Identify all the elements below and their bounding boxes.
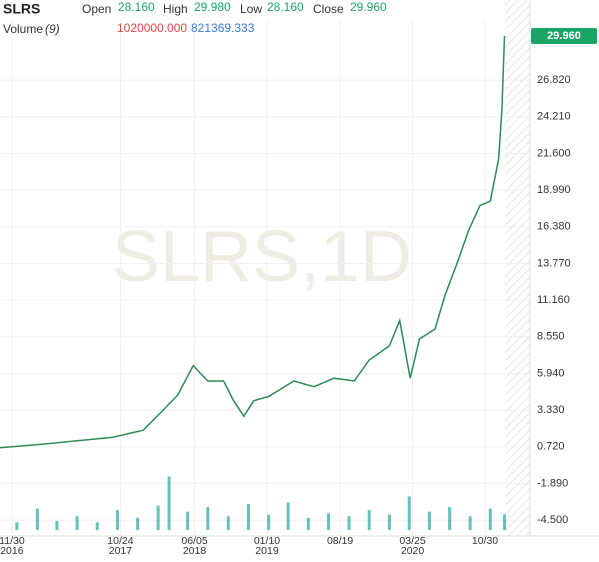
volume-bar xyxy=(246,504,250,530)
watermark: SLRS,1D xyxy=(112,217,412,297)
open-value: 28.160 xyxy=(118,0,155,14)
volume-bar xyxy=(367,510,371,530)
volume-bar xyxy=(136,517,140,530)
x-tick-label: 08/19 xyxy=(327,535,353,547)
x-tick-year: 2016 xyxy=(0,545,24,557)
x-tick-label: 03/25 xyxy=(399,535,425,547)
close-label: Close xyxy=(313,2,344,16)
volume-average: 821369.333 xyxy=(191,21,255,35)
x-tick-year: 2019 xyxy=(255,545,279,557)
y-tick-label: -4.500 xyxy=(537,514,568,526)
y-tick-label: 0.720 xyxy=(537,441,565,453)
volume-bar xyxy=(387,514,391,530)
y-tick-label: 5.940 xyxy=(537,367,565,379)
high-label: High xyxy=(163,2,188,16)
volume-label: Volume xyxy=(3,22,43,36)
y-tick-label: 26.820 xyxy=(537,74,571,86)
volume-bar xyxy=(488,508,492,530)
x-tick-label: 10/30 xyxy=(472,535,498,547)
volume-bar xyxy=(115,510,119,530)
volume-bar xyxy=(75,516,79,530)
y-tick-label: -1.890 xyxy=(537,477,568,489)
volume-bar xyxy=(503,514,507,530)
volume-bar xyxy=(55,520,59,530)
y-tick-label: 8.550 xyxy=(537,331,565,343)
x-tick-year: 2020 xyxy=(401,545,425,557)
close-value: 29.960 xyxy=(350,0,387,14)
volume-bar xyxy=(306,517,310,530)
y-tick-label: 13.770 xyxy=(537,257,571,269)
open-label: Open xyxy=(82,2,111,16)
volume-bar xyxy=(186,511,190,530)
x-tick-label: 11/30 xyxy=(0,535,25,547)
price-line xyxy=(0,35,506,449)
y-tick-label: 11.160 xyxy=(537,294,570,306)
volume-bar xyxy=(407,496,411,530)
volume-bar xyxy=(327,513,331,530)
low-label: Low xyxy=(240,2,262,16)
volume-bar xyxy=(427,511,431,530)
volume-bar xyxy=(448,507,452,530)
low-value: 28.160 xyxy=(267,0,304,14)
volume-bar xyxy=(156,505,160,530)
volume-bar xyxy=(286,502,290,530)
volume-bar xyxy=(468,516,472,530)
volume-bar xyxy=(347,516,351,530)
y-tick-label: 3.330 xyxy=(537,404,565,416)
y-tick-label: 18.990 xyxy=(537,184,571,196)
volume-bar xyxy=(15,522,19,530)
volume-bar xyxy=(267,514,271,530)
y-tick-label: 24.210 xyxy=(537,111,571,123)
symbol: SLRS xyxy=(3,1,40,17)
volume-bar xyxy=(226,516,230,530)
volume-bar xyxy=(95,522,99,530)
last-price-tag xyxy=(531,28,597,45)
volume-bar xyxy=(167,476,171,530)
high-value: 29.980 xyxy=(194,0,231,14)
volume-bar xyxy=(35,508,39,530)
x-tick-year: 2018 xyxy=(183,545,207,557)
volume-bar xyxy=(206,507,210,530)
volume-period: (9) xyxy=(45,22,60,36)
x-tick-label: 10/24 xyxy=(107,535,133,547)
volume-value: 1020000.000 xyxy=(117,21,187,35)
x-tick-year: 2017 xyxy=(109,545,133,557)
y-tick-label: 16.380 xyxy=(537,221,571,233)
header: SLRS Open 28.160 High 29.980 Low 28.160 … xyxy=(3,0,387,36)
y-tick-label: 21.600 xyxy=(537,147,571,159)
x-tick-label: 06/05 xyxy=(181,535,207,547)
x-tick-label: 01/10 xyxy=(254,535,280,547)
last-price-label: 29.960 xyxy=(547,30,581,42)
